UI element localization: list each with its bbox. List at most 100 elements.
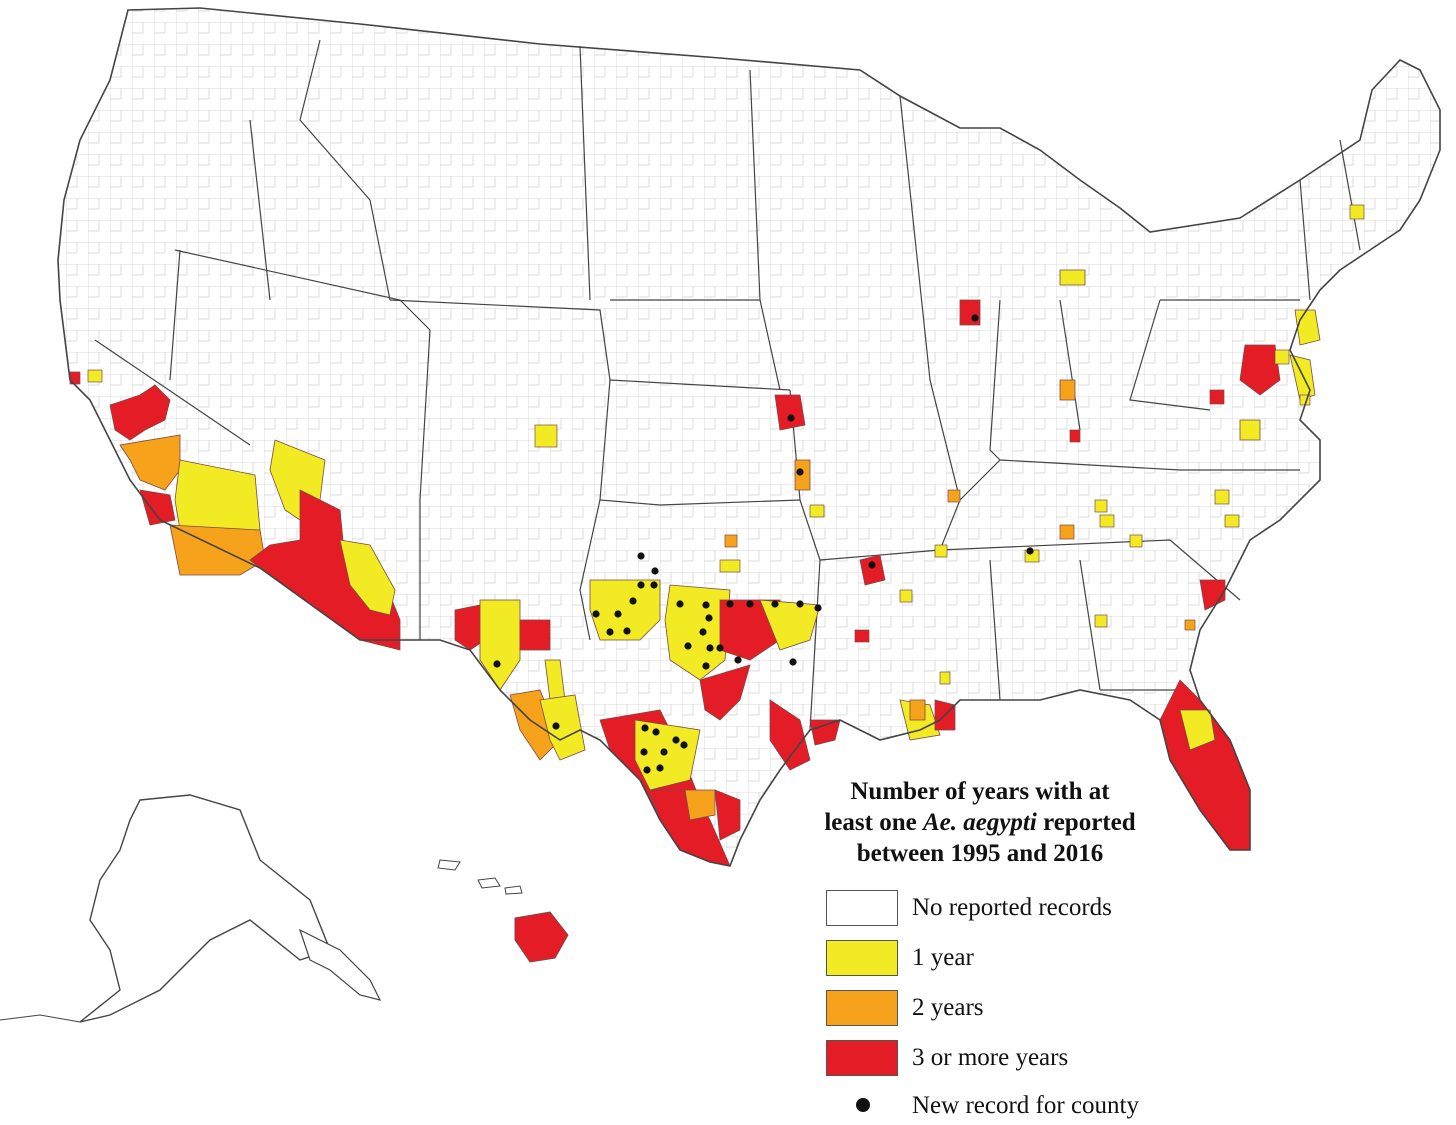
state-boundary: [169, 249, 181, 381]
legend-swatch-1-year: [826, 940, 898, 976]
title-line-2: least one Ae. aegypti reported: [824, 809, 1136, 836]
new-record-dot: [652, 728, 660, 736]
county-1-year: [87, 369, 103, 383]
new-record-dot: [606, 628, 614, 636]
county-1-year: [1274, 349, 1290, 365]
state-boundary: [989, 299, 1001, 461]
new-record-dot: [787, 414, 795, 422]
new-record-dot: [726, 600, 734, 608]
new-record-dot: [640, 748, 648, 756]
county-cluster-3-plus-years: [1239, 344, 1281, 396]
state-boundary: [809, 559, 821, 731]
new-record-dot: [716, 644, 724, 652]
county-cluster-1-year: [339, 539, 396, 616]
county-cluster-2-years: [509, 689, 561, 761]
new-record-dot: [552, 722, 560, 730]
aleutian-islands: [0, 1014, 81, 1023]
county-2-years: [947, 489, 961, 503]
legend-swatch-3-plus-years: [826, 1040, 898, 1076]
new-record-dot: [868, 561, 876, 569]
county-cluster-3-plus-years: [959, 299, 981, 326]
state-boundary: [1059, 299, 1081, 431]
legend-label-2-years: 2 years: [912, 994, 984, 1021]
county-2-years: [724, 534, 738, 548]
new-record-dot: [971, 314, 979, 322]
state-boundary: [249, 119, 271, 301]
state-boundary: [1339, 139, 1361, 251]
new-record-dot: [734, 656, 742, 664]
new-record-dot: [660, 748, 668, 756]
county-cluster-2-years: [909, 699, 926, 721]
county-1-year: [1094, 499, 1108, 513]
legend-label-3-plus-years: 3 or more years: [912, 1044, 1069, 1071]
county-cluster-3-plus-years: [454, 604, 486, 651]
new-record-dot: [680, 741, 688, 749]
legend-label-1-year: 1 year: [912, 944, 974, 971]
new-record-dot: [493, 660, 501, 668]
state-boundary: [419, 329, 431, 640]
state-boundary: [989, 559, 1001, 701]
state-boundary: [899, 95, 931, 381]
county-cluster-3-plus-years: [699, 664, 751, 721]
county-cluster-3-plus-years: [109, 384, 171, 441]
new-record-dot: [637, 581, 645, 589]
county-cluster-2-years: [1059, 379, 1076, 401]
hawaii-island: [504, 885, 523, 895]
new-record-dot: [656, 764, 664, 772]
us-outline: [57, 7, 1441, 867]
county-cluster-1-year: [1294, 309, 1321, 346]
legend-label-none: No reported records: [912, 894, 1112, 921]
state-boundary: [299, 39, 391, 301]
new-record-dot: [651, 567, 659, 575]
county-1-year: [934, 544, 948, 558]
new-record-dot: [705, 614, 713, 622]
alaska: [79, 794, 331, 1023]
new-record-dot: [699, 628, 707, 636]
county-cluster-1-year: [1059, 269, 1086, 286]
state-boundary: [1129, 299, 1211, 411]
hawaii-island: [437, 859, 461, 871]
new-record-dot: [796, 600, 804, 608]
new-record-dot: [684, 642, 692, 650]
state-boundary: [1079, 559, 1101, 691]
new-record-dot: [796, 468, 804, 476]
county-cluster-2-years: [794, 459, 811, 491]
county-2-years: [1059, 524, 1075, 540]
new-record-dot: [592, 610, 600, 618]
species-name: Ae. aegypti: [922, 809, 1037, 836]
county-cluster-1-year: [634, 719, 701, 791]
new-record-dot: [623, 627, 631, 635]
county-cluster-1-year: [479, 599, 521, 691]
state-boundary: [389, 299, 611, 381]
hawaii-big-island: [514, 911, 569, 963]
new-record-dot: [1026, 547, 1034, 555]
new-record-dot: [641, 724, 649, 732]
county-cluster-2-years: [169, 524, 266, 576]
state-boundary: [579, 499, 601, 641]
county-cluster-1-year: [1239, 419, 1261, 441]
county-cluster-3-plus-years: [774, 394, 806, 431]
new-record-dots: [493, 314, 1034, 774]
new-record-dot: [746, 600, 754, 608]
new-record-dot: [672, 736, 680, 744]
map-title: Number of years with at least one Ae. ae…: [780, 776, 1180, 869]
title-line-3: between 1995 and 2016: [856, 840, 1104, 867]
new-record-dot: [676, 600, 684, 608]
new-record-dot: [702, 662, 710, 670]
county-2-years: [1184, 619, 1196, 631]
county-cluster-3-plus-years: [139, 489, 176, 526]
county-3-plus-years: [1069, 429, 1081, 443]
new-record-dot: [643, 766, 651, 774]
county-1-year: [939, 671, 951, 685]
legend-label-new-record: New record for county: [912, 1092, 1139, 1119]
county-1-year: [719, 559, 741, 573]
state-boundary: [1299, 179, 1311, 301]
county-cluster-1-year: [1179, 709, 1216, 751]
new-record-dot: [614, 610, 622, 618]
county-3-plus-years: [1209, 389, 1225, 405]
title-line-1: Number of years with at: [850, 778, 1110, 805]
alaska-panhandle: [298, 928, 382, 1001]
county-1-year: [1214, 489, 1230, 505]
county-1-year: [1094, 614, 1108, 628]
